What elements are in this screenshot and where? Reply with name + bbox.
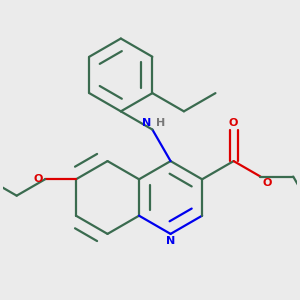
Text: O: O [262, 178, 272, 188]
Text: O: O [229, 118, 238, 128]
Text: H: H [156, 118, 165, 128]
Text: N: N [166, 236, 175, 246]
Text: O: O [34, 174, 43, 184]
Text: N: N [142, 118, 151, 128]
